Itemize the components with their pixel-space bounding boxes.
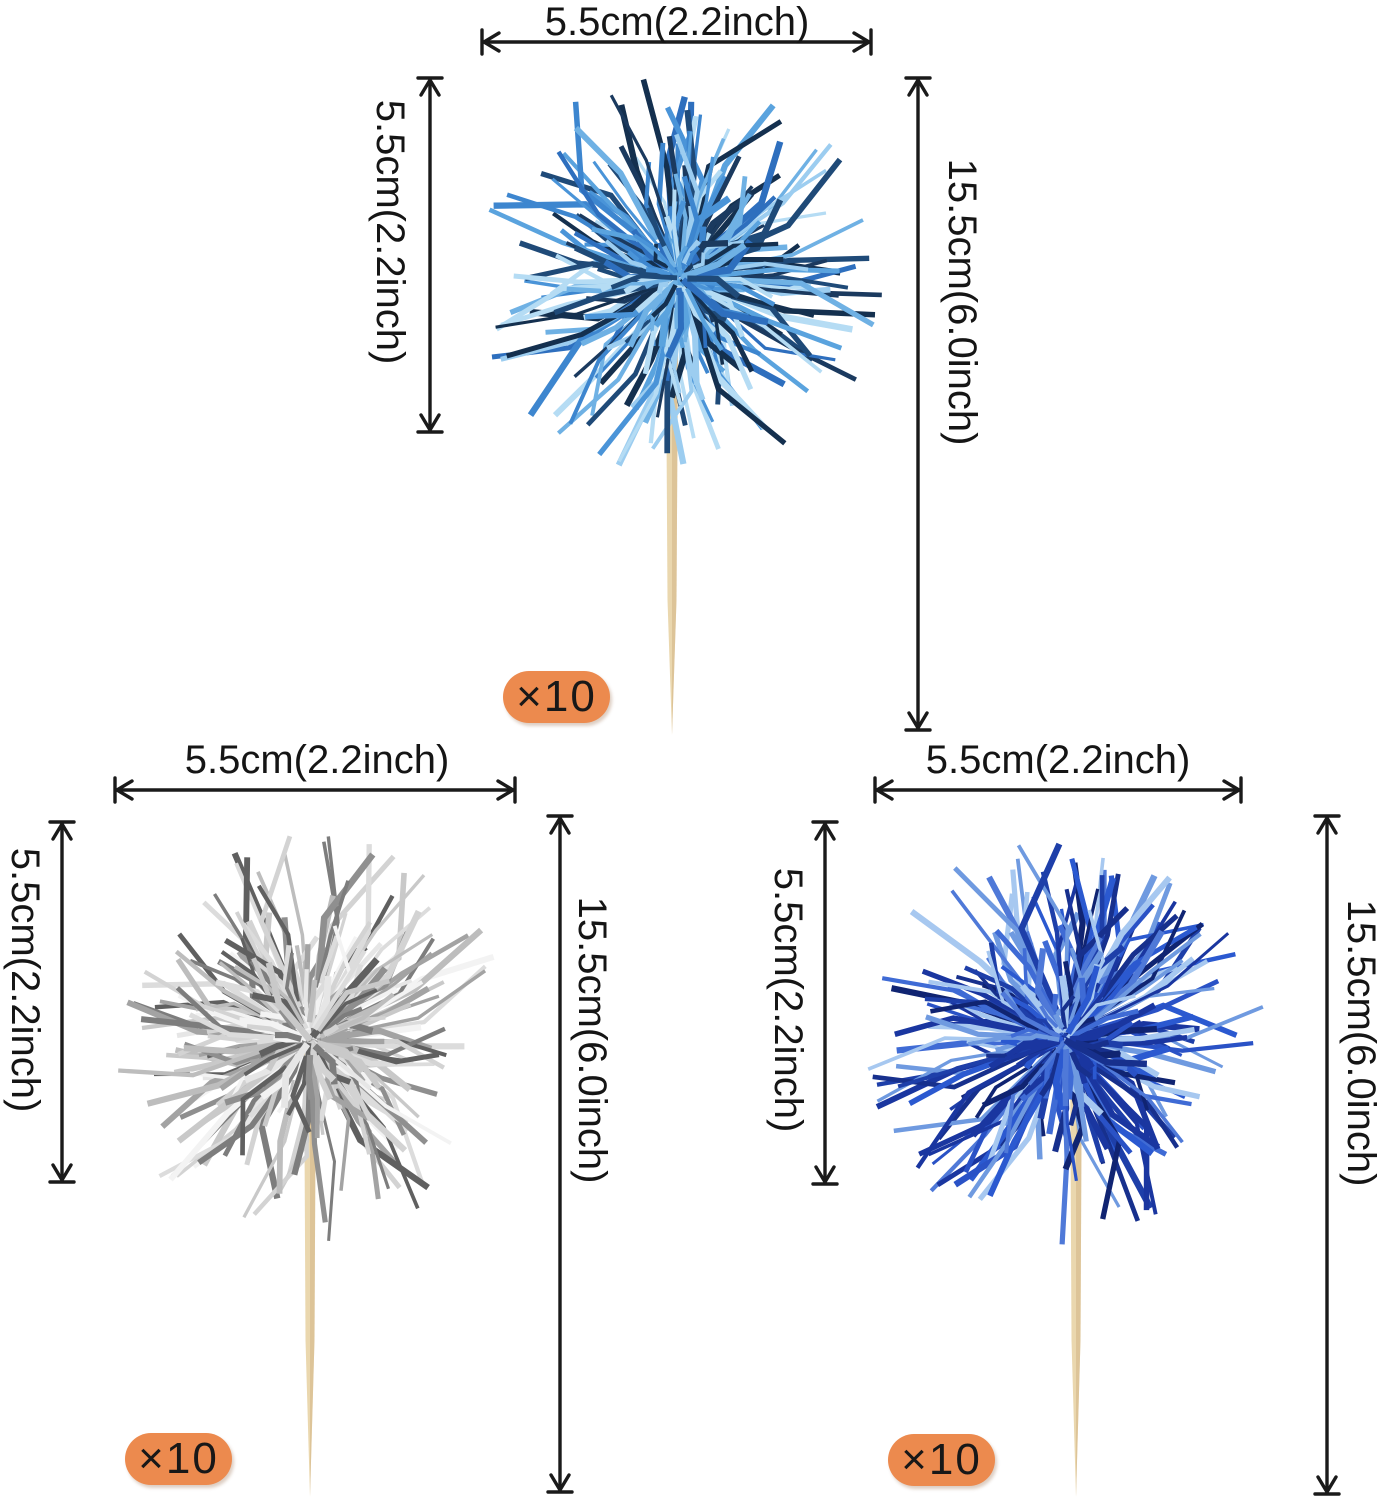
- pom-height-arrow: [416, 76, 444, 434]
- quantity-badge: ×10: [125, 1433, 232, 1485]
- total-height-arrow: [1313, 814, 1341, 1496]
- total-height-label: 15.5cm(6.0inch): [570, 896, 614, 1184]
- total-height-label: 15.5cm(6.0inch): [940, 158, 984, 446]
- tinsel-pompom-light-blue: [470, 68, 890, 488]
- quantity-badge: ×10: [888, 1434, 995, 1486]
- width-arrow: [480, 28, 873, 56]
- width-arrow: [113, 776, 517, 804]
- pom-height-arrow: [811, 820, 839, 1186]
- tinsel-pompom-silver: [100, 830, 520, 1250]
- total-height-label: 15.5cm(6.0inch): [1339, 899, 1383, 1187]
- width-arrow: [873, 776, 1243, 804]
- pom-height-label: 5.5cm(2.2inch): [766, 867, 810, 1133]
- width-label: 5.5cm(2.2inch): [544, 0, 810, 44]
- total-height-arrow: [546, 814, 574, 1494]
- pom-height-arrow: [48, 820, 76, 1184]
- quantity-badge: ×10: [503, 671, 610, 723]
- pom-height-label: 5.5cm(2.2inch): [368, 99, 412, 365]
- width-label: 5.5cm(2.2inch): [184, 738, 450, 782]
- total-height-arrow: [904, 76, 932, 732]
- tinsel-pompom-royal-blue: [855, 830, 1275, 1250]
- width-label: 5.5cm(2.2inch): [925, 738, 1191, 782]
- pom-height-label: 5.5cm(2.2inch): [3, 847, 47, 1113]
